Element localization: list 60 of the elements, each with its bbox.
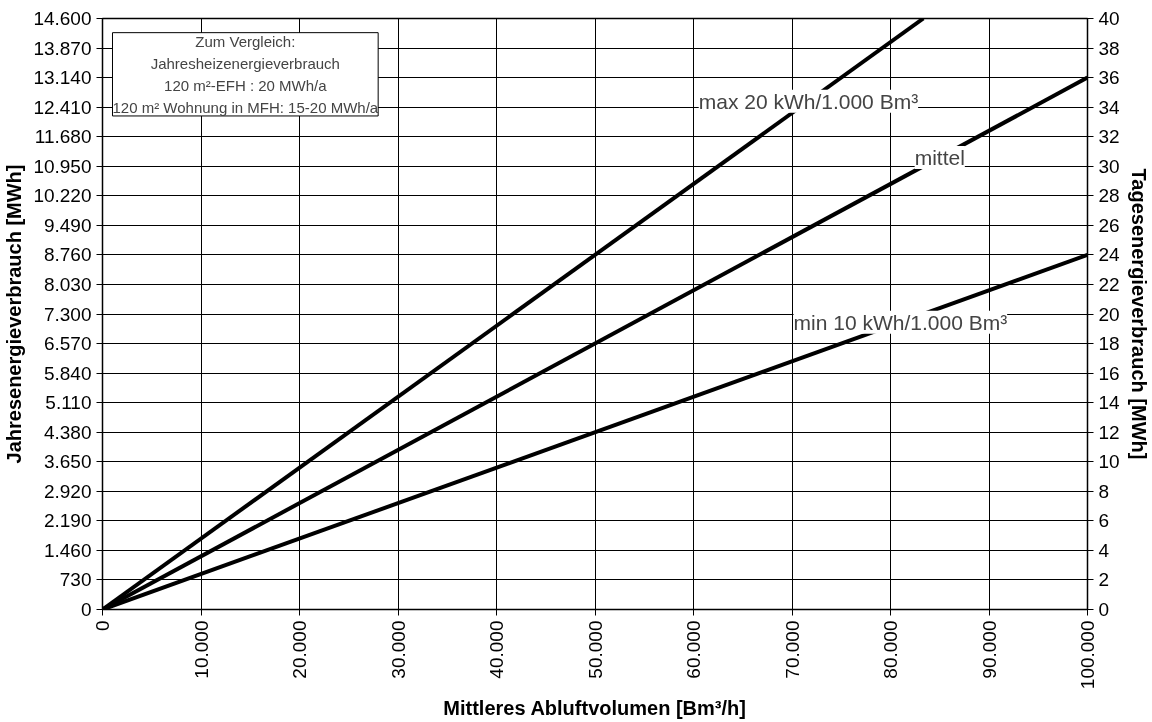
y2-tick-label: 40 (1098, 8, 1120, 29)
y2-tick-label: 34 (1098, 96, 1121, 118)
x-tick-label: 40.000 (486, 620, 507, 679)
y-tick-label: 11.680 (34, 126, 92, 148)
y-tick-label: 13.140 (33, 67, 92, 89)
x-tick-label: 0 (92, 620, 113, 632)
x-tick-label: 30.000 (387, 620, 409, 679)
y-tick-label: 14.600 (33, 8, 92, 29)
annotation: Zum Vergleich: Jahresheizenergieverbrauch 120 m²-EFH : 20 MWh/a 120 m² Wohnung in MFH: 15-20 MWh/a (112, 32, 379, 116)
y-tick-label: 9.490 (43, 214, 92, 236)
y2-tick-label: 38 (1098, 37, 1120, 59)
x-tick-label: 20.000 (289, 620, 310, 679)
y-tick-label: 8.030 (43, 273, 92, 295)
y-tick-label: 13.870 (33, 37, 92, 59)
y2-tick-label: 8 (1098, 480, 1110, 502)
y2-tick-label: 20 (1098, 303, 1120, 325)
x-tick-label: 80.000 (880, 620, 901, 679)
y2-tick-label: 18 (1098, 333, 1120, 355)
y-tick-label: 2.920 (43, 480, 92, 502)
y-tick-label: 730 (59, 569, 92, 591)
y-tick-label: 10.950 (33, 155, 92, 177)
y-tick-label: 3.650 (43, 451, 92, 473)
y2-tick-label: 24 (1098, 244, 1121, 266)
y-tick-label: 6.570 (43, 333, 92, 355)
y2-tick-label: 32 (1098, 126, 1120, 148)
y-tick-label: 10.220 (33, 185, 92, 207)
series-label: min 10 kWh/1.000 Bm³ (793, 310, 1008, 334)
y2-tick-label: 6 (1098, 510, 1110, 532)
y2-tick-label: 12 (1098, 421, 1120, 443)
y2-tick-label: 28 (1098, 185, 1120, 207)
y-tick-label: 7.300 (43, 303, 92, 325)
y2-tick-label: 2 (1098, 569, 1110, 591)
y-tick-label: 1.460 (43, 539, 92, 561)
y-tick-label: 5.110 (45, 392, 92, 414)
series-label: max 20 kWh/1.000 Bm³ (698, 89, 919, 113)
x-tick-label: 10.000 (190, 620, 212, 679)
y2-tick-label: 4 (1098, 539, 1110, 561)
x-tick-label: 70.000 (781, 620, 803, 679)
y2-tick-label: 16 (1098, 362, 1120, 384)
x-axis-title: Mittleres Abluftvolumen [Bm³/h] (443, 697, 746, 720)
x-tick-label: 100.000 (1077, 620, 1098, 690)
y-tick-label: 5.840 (43, 362, 92, 384)
y2-tick-label: 0 (1098, 599, 1110, 620)
y-tick-label: 8.760 (43, 244, 92, 266)
y2-tick-label: 26 (1098, 214, 1120, 236)
x-tick-label: 60.000 (683, 620, 704, 679)
y-tick-label: 0 (80, 599, 92, 620)
y-tick-label: 4.380 (43, 421, 92, 443)
series-label: mittel (914, 145, 965, 169)
y2-tick-label: 36 (1098, 67, 1120, 89)
y2-tick-label: 30 (1098, 155, 1120, 177)
x-tick-label: 90.000 (978, 620, 1000, 679)
y-tick-label: 12.410 (33, 96, 92, 118)
y-tick-label: 2.190 (43, 510, 92, 532)
y2-tick-label: 14 (1098, 392, 1121, 414)
y2-tick-label: 10 (1098, 451, 1120, 473)
x-tick-label: 50.000 (584, 620, 606, 679)
y2-axis-title: Tagesenergieverbrauch [MWh] (1127, 168, 1150, 460)
y2-tick-label: 22 (1098, 273, 1120, 295)
y-axis-title: Jahresenergieverbrauch [MWh] (3, 164, 26, 464)
